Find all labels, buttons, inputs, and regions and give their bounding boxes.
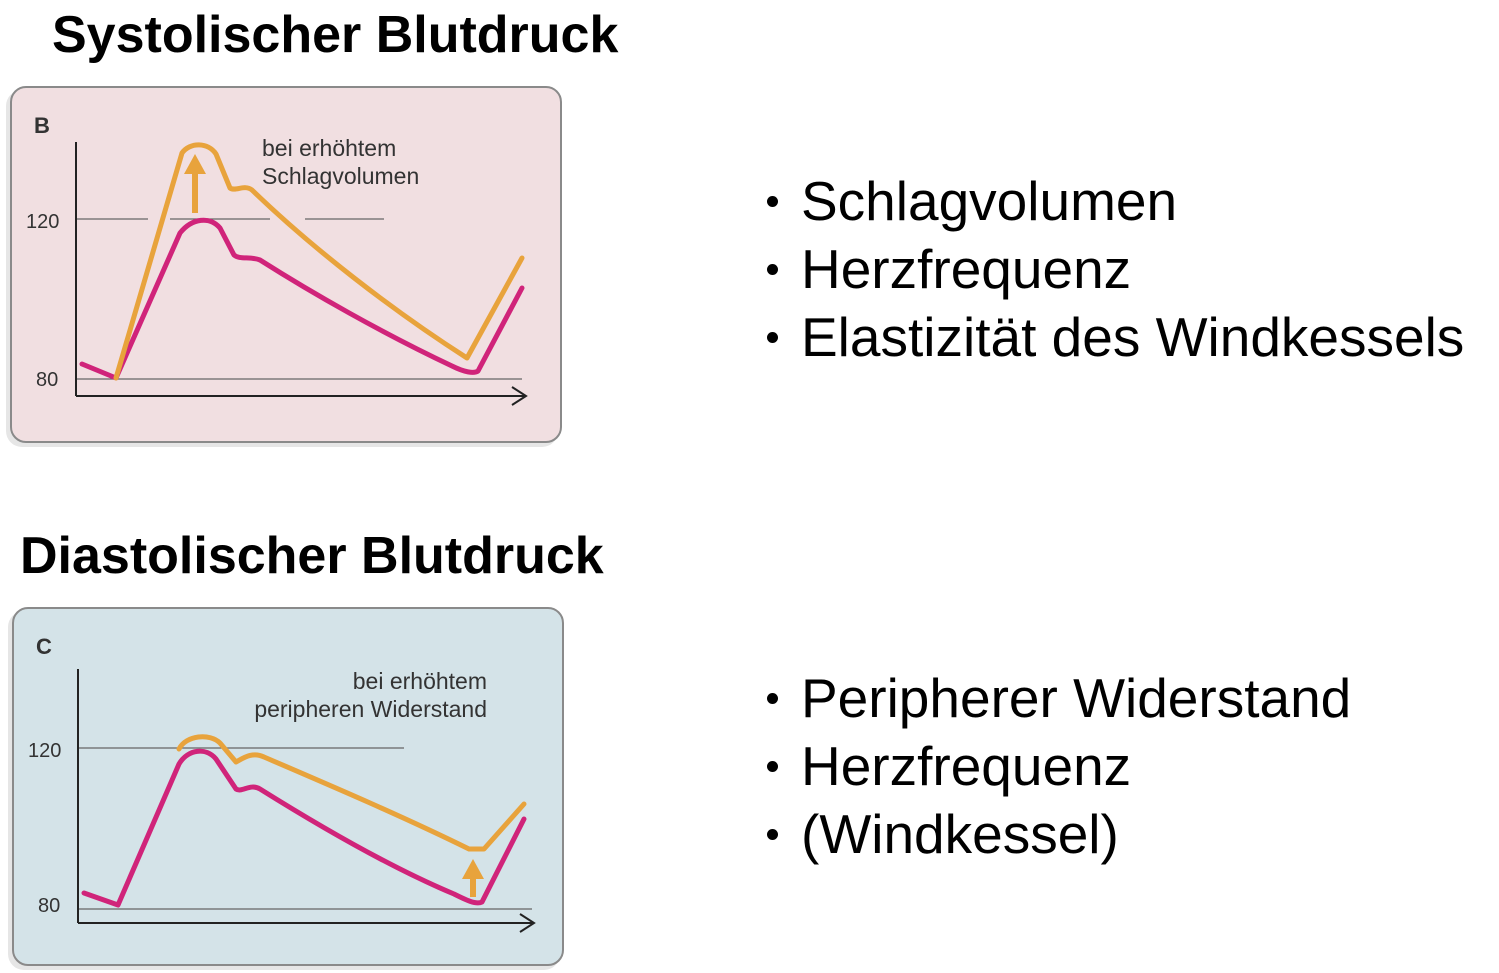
up-arrow-icon bbox=[462, 859, 484, 897]
up-arrow-icon bbox=[184, 154, 206, 213]
diastolic-factor-list: Peripherer Widerstand Herzfrequenz (Wind… bbox=[765, 664, 1351, 868]
arrow-right-icon bbox=[511, 386, 528, 406]
elevated-pressure-curve bbox=[113, 142, 525, 381]
list-item: Peripherer Widerstand bbox=[765, 664, 1351, 732]
tick-label-120: 120 bbox=[26, 211, 59, 233]
panel-systolic-diagram: B bei erhöhtem Schlagvolumen 120 80 bbox=[10, 86, 562, 443]
annotation-line-2: peripheren Widerstand bbox=[254, 696, 487, 722]
heading-systolic: Systolischer Blutdruck bbox=[52, 6, 619, 64]
panel-letter: C bbox=[36, 634, 52, 659]
baseline-pressure-curve bbox=[79, 217, 525, 381]
list-item: (Windkessel) bbox=[765, 800, 1351, 868]
annotation-line-2: Schlagvolumen bbox=[262, 163, 419, 189]
list-item: Schlagvolumen bbox=[765, 167, 1464, 235]
tick-label-80: 80 bbox=[38, 895, 60, 917]
tick-label-80: 80 bbox=[36, 369, 58, 391]
annotation-line-1: bei erhöhtem bbox=[262, 135, 396, 161]
baseline-pressure-curve bbox=[81, 748, 527, 908]
systolic-factor-list: Schlagvolumen Herzfrequenz Elastizität d… bbox=[765, 167, 1464, 371]
list-item: Elastizität des Windkessels bbox=[765, 303, 1464, 371]
tick-label-120: 120 bbox=[28, 740, 61, 762]
annotation-line-1: bei erhöhtem bbox=[353, 668, 487, 694]
list-item: Herzfrequenz bbox=[765, 732, 1351, 800]
arrow-right-icon bbox=[519, 913, 536, 933]
list-item: Herzfrequenz bbox=[765, 235, 1464, 303]
elevated-pressure-curve bbox=[176, 734, 527, 852]
panel-diastolic-diagram: C bei erhöhtem peripheren Widerstand 120… bbox=[12, 607, 564, 966]
systolic-pressure-diagram: B bei erhöhtem Schlagvolumen 120 80 bbox=[26, 113, 528, 406]
panel-letter: B bbox=[34, 113, 50, 138]
diastolic-pressure-diagram: C bei erhöhtem peripheren Widerstand 120… bbox=[28, 634, 536, 933]
heading-diastolic: Diastolischer Blutdruck bbox=[20, 527, 604, 585]
